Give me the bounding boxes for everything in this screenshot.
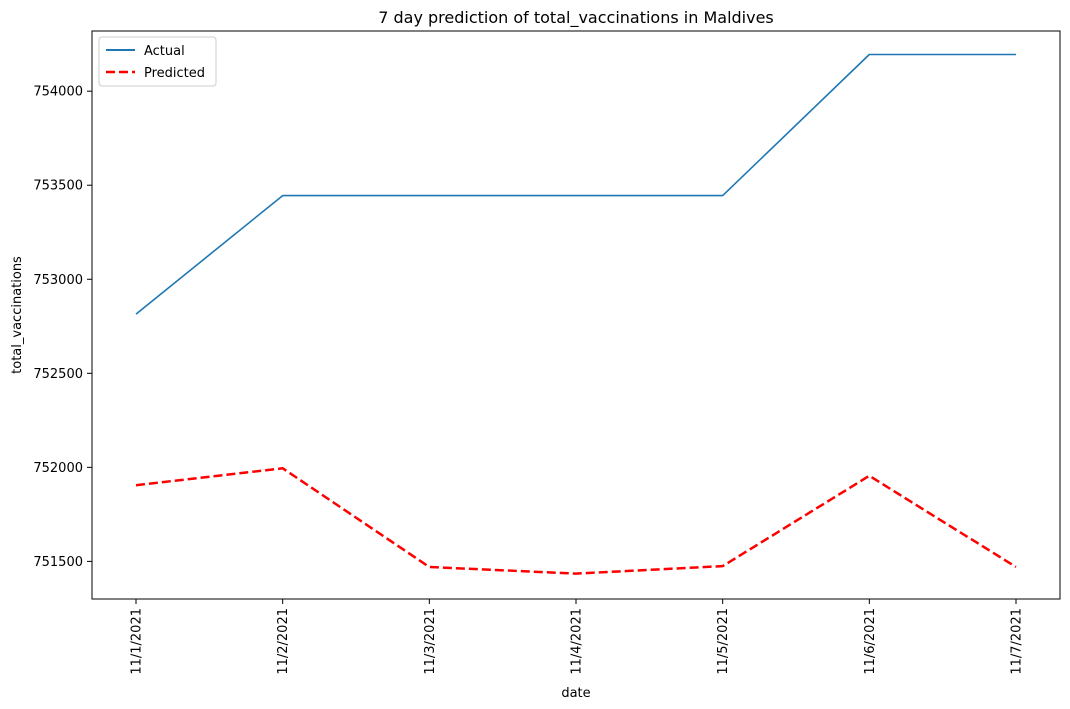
legend-label-actual: Actual (144, 44, 185, 59)
y-axis-label: total_vaccinations (10, 256, 25, 374)
y-tick-label: 753500 (33, 179, 83, 194)
x-axis-label: date (561, 686, 590, 701)
y-tick-label: 752000 (33, 461, 83, 476)
y-tick-label: 752500 (33, 367, 83, 382)
y-axis: 751500 752000 752500 753000 753500 754000 (33, 85, 92, 570)
x-tick-label: 11/1/2021 (130, 608, 145, 675)
legend-label-predicted: Predicted (144, 66, 205, 81)
series-line-predicted (135, 467, 1017, 575)
legend: Actual Predicted (98, 36, 217, 87)
x-tick-label: 11/4/2021 (570, 608, 585, 675)
x-tick-label: 11/3/2021 (423, 608, 438, 675)
x-tick-label: 11/5/2021 (716, 608, 731, 675)
x-tick-label: 11/7/2021 (1010, 608, 1025, 675)
series-line-actual (135, 53, 1016, 315)
series-layer (135, 53, 1017, 575)
chart-title: 7 day prediction of total_vaccinations i… (378, 8, 774, 28)
y-tick-label: 751500 (33, 555, 83, 570)
plot-area (91, 30, 1061, 600)
x-tick-label: 11/6/2021 (863, 608, 878, 675)
y-tick-label: 754000 (33, 85, 83, 100)
y-tick-label: 753000 (33, 273, 83, 288)
x-axis: 11/1/2021 11/2/2021 11/3/2021 11/4/2021 11/5… (130, 599, 1025, 675)
x-tick-label: 11/2/2021 (276, 608, 291, 675)
